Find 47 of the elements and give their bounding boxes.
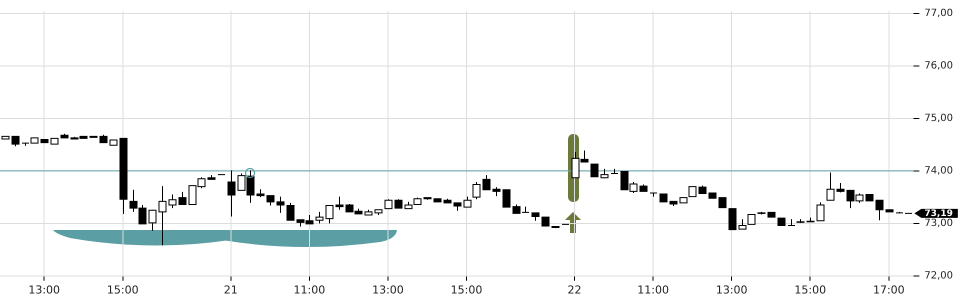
candlestick xyxy=(738,218,746,230)
candlestick xyxy=(728,208,736,230)
candlestick xyxy=(590,164,598,178)
candlestick xyxy=(472,181,480,200)
candlestick xyxy=(600,168,608,179)
x-tick-label: 21 xyxy=(224,283,238,296)
candlestick xyxy=(316,211,324,224)
y-tick-label: 77,00 xyxy=(924,8,954,20)
candlestick xyxy=(748,214,756,225)
candlestick xyxy=(178,191,186,205)
candlestick xyxy=(336,196,344,210)
candlestick xyxy=(688,186,696,198)
x-tick-label: 11:00 xyxy=(294,283,326,296)
x-tick-label: 15:00 xyxy=(106,283,139,296)
candlestick xyxy=(12,136,20,147)
candlestick xyxy=(836,182,844,193)
x-tick-label: 17:00 xyxy=(872,283,905,296)
x-tick-label: 15:00 xyxy=(450,283,482,296)
candlestick xyxy=(158,186,166,246)
candlestick xyxy=(326,205,334,224)
x-tick-label: 15:00 xyxy=(794,283,826,296)
candlestick xyxy=(502,189,510,208)
y-tick-label: 75,00 xyxy=(924,113,954,124)
candlestick xyxy=(464,196,472,208)
candlestick xyxy=(718,197,726,208)
candlestick xyxy=(286,202,294,221)
candlestick xyxy=(384,198,392,210)
candlestick xyxy=(876,200,884,221)
x-tick-label: 22 xyxy=(568,283,582,296)
candlestick xyxy=(168,194,176,209)
candlestick xyxy=(788,218,796,226)
x-tick-label: 13:00 xyxy=(716,283,748,296)
y-tick-label: 72,00 xyxy=(924,270,954,282)
candlestick xyxy=(148,209,156,232)
y-tick-label: 74,00 xyxy=(924,166,954,177)
x-tick-label: 13:00 xyxy=(372,283,404,296)
x-tick-label: 11:00 xyxy=(637,283,669,296)
candlestick xyxy=(816,202,824,222)
candlestick xyxy=(482,174,490,190)
candlestick xyxy=(276,196,284,214)
x-tick-label: 13:00 xyxy=(28,283,60,296)
candlestick xyxy=(266,195,274,206)
y-tick-label: 76,00 xyxy=(924,60,954,72)
candlestick xyxy=(228,170,236,218)
text: 73,19 xyxy=(924,209,953,220)
y-tick-label: 73,00 xyxy=(924,218,954,229)
candlestick xyxy=(826,172,834,201)
